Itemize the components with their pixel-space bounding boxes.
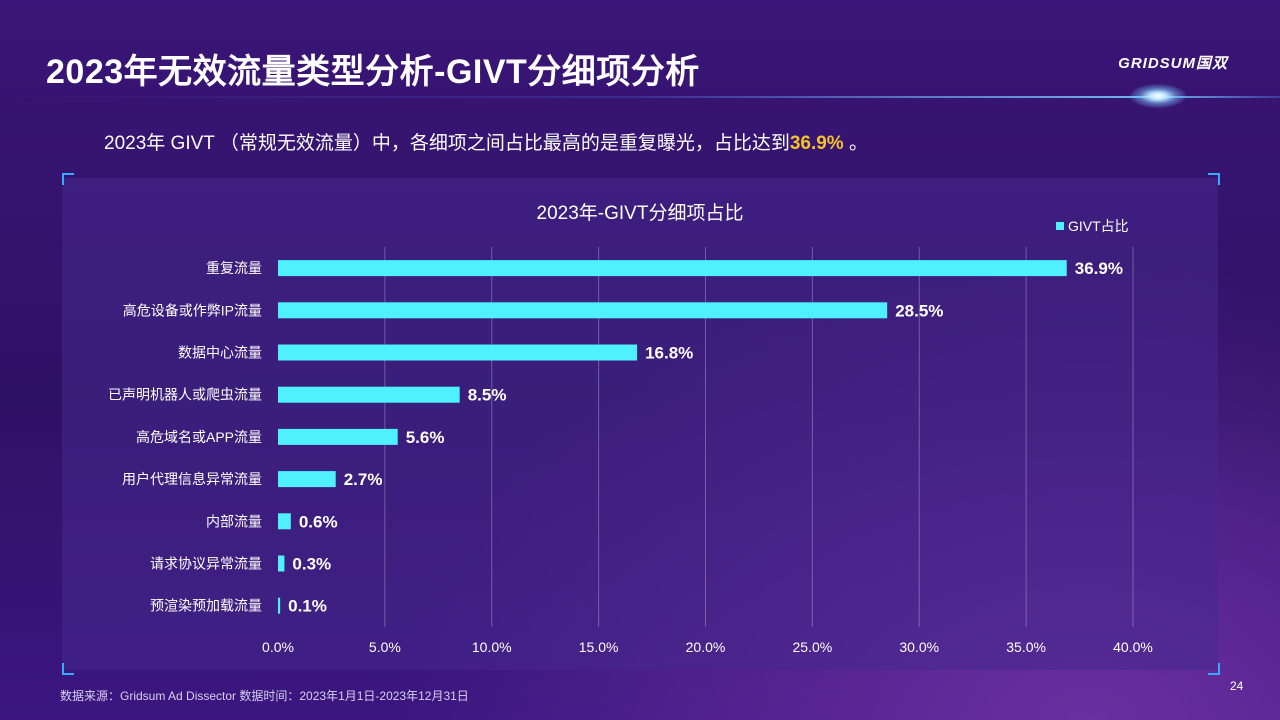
value-label: 8.5% [468,386,507,405]
x-tick-label: 35.0% [1006,639,1046,655]
panel-corner [62,173,74,185]
bar [278,597,281,614]
summary-highlight: 36.9% [789,133,844,154]
category-label: 已声明机器人或爬虫流量 [108,387,262,403]
x-tick-label: 25.0% [793,639,833,655]
legend-label: GIVT占比 [1068,218,1129,234]
bar [278,302,888,319]
x-tick-label: 20.0% [686,639,726,655]
value-label: 16.8% [645,344,693,363]
category-label: 高危域名或APP流量 [136,429,262,445]
x-tick-label: 15.0% [579,639,619,655]
value-label: 5.6% [406,428,445,447]
bar [278,471,336,488]
category-label: 预渲染预加载流量 [150,598,262,614]
page-number: 24 [1230,679,1244,693]
category-label: 请求协议异常流量 [150,556,262,572]
chart-title: 2023年-GIVT分细项占比 [536,203,744,224]
bar [278,513,291,530]
value-label: 0.1% [288,597,327,616]
category-label: 高危设备或作弊IP流量 [123,302,262,318]
category-label: 数据中心流量 [178,345,262,361]
category-label: 内部流量 [206,513,262,529]
x-tick-label: 5.0% [369,639,401,655]
x-tick-label: 40.0% [1113,639,1153,655]
data-source: 数据来源：Gridsum Ad Dissector 数据时间：2023年1月1日… [60,689,469,703]
panel-corner [62,663,74,675]
category-label: 用户代理信息异常流量 [122,471,262,487]
x-tick-label: 0.0% [262,639,294,655]
value-label: 0.3% [292,555,331,574]
bar [278,386,460,403]
bar [278,260,1067,277]
chart-legend: GIVT占比 [1056,216,1129,236]
bar [278,428,398,445]
brand-logo: GRIDSUM国双 [1118,55,1228,72]
x-tick-label: 30.0% [899,639,939,655]
value-label: 0.6% [299,512,338,531]
value-label: 2.7% [344,470,383,489]
page-title: 2023年无效流量类型分析-GIVT分细项分析 [46,53,700,91]
chart-panel [62,178,1218,670]
panel-corner [1208,173,1220,185]
x-tick-label: 10.0% [472,639,512,655]
header-glow [1130,84,1186,108]
summary-text: 2023年 GIVT （常规无效流量）中，各细项之间占比最高的是重复曝光，占比达… [104,128,868,155]
panel-corner [1208,663,1220,675]
value-label: 28.5% [895,301,943,320]
category-label: 重复流量 [206,260,262,276]
summary-prefix: 2023年 GIVT （常规无效流量）中，各细项之间占比最高的是重复曝光，占比达… [104,133,790,154]
header-divider [0,96,1280,98]
value-label: 36.9% [1075,259,1123,278]
bar [278,555,285,572]
legend-swatch [1056,222,1064,230]
summary-suffix: 。 [843,133,868,154]
bar [278,344,638,361]
